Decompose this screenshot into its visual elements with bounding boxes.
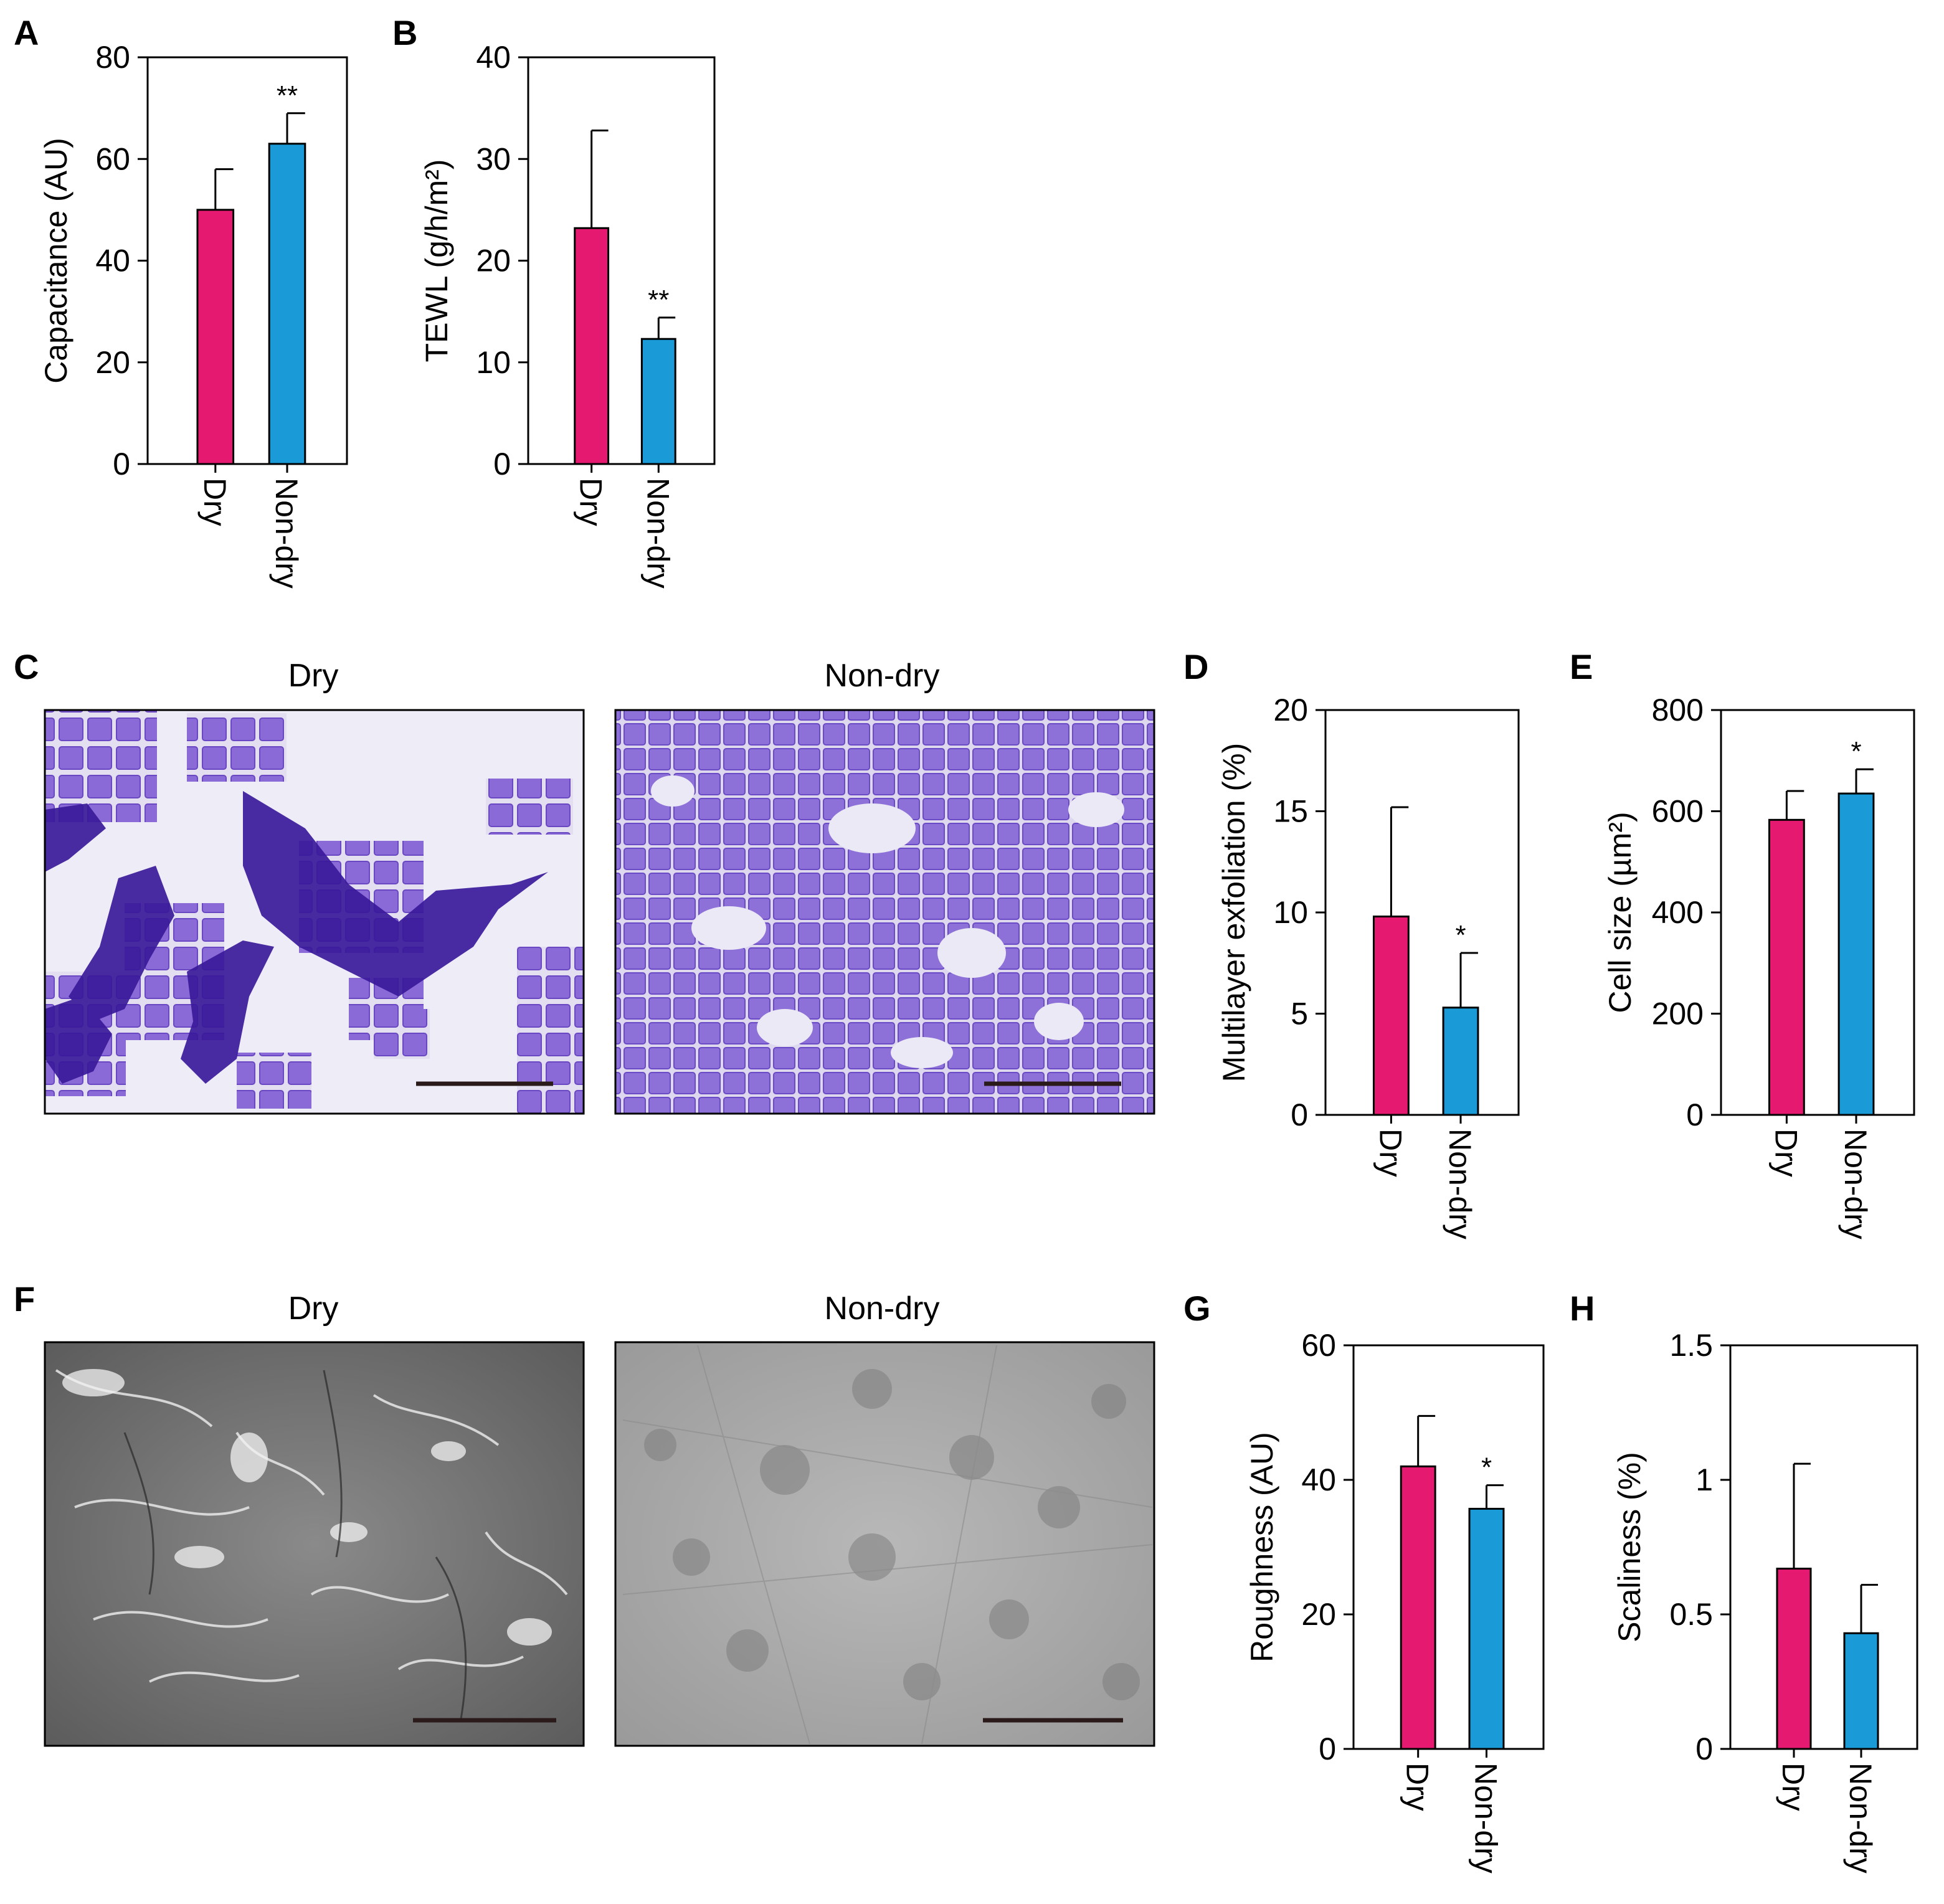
y-tick-label: 40 bbox=[476, 40, 511, 75]
bar-dry bbox=[196, 209, 235, 465]
y-tick-label: 40 bbox=[1301, 1462, 1336, 1497]
plot-frame bbox=[1352, 1344, 1545, 1750]
panel-letter-f: F bbox=[14, 1279, 35, 1319]
y-tick-label: 0.5 bbox=[1669, 1597, 1713, 1632]
x-category-label: Dry bbox=[1776, 1763, 1811, 1811]
image-title-f-non-dry: Non-dry bbox=[825, 1291, 940, 1327]
y-axis-label: Roughness (AU) bbox=[1245, 1432, 1279, 1662]
y-tick-label: 5 bbox=[1291, 997, 1308, 1031]
chart-capacitance: 0 20 40 60 80 Capacitance (AU) Dry ** Non-dry bbox=[39, 40, 348, 589]
significance-marker: * bbox=[1481, 1452, 1492, 1483]
y-tick-label: 40 bbox=[95, 244, 130, 278]
chart-tewl: 0 10 20 30 40 TEWL (g/h/m²) Dry ** Non-dry bbox=[419, 40, 716, 589]
x-category-label: Dry bbox=[1400, 1763, 1435, 1811]
y-tick-label: 200 bbox=[1652, 997, 1704, 1031]
x-category-label: Dry bbox=[574, 478, 609, 526]
x-category-label: Dry bbox=[1373, 1129, 1408, 1177]
y-tick-label: 20 bbox=[476, 244, 511, 278]
panel-letter-e: E bbox=[1570, 647, 1593, 686]
bar-non-dry bbox=[1442, 1006, 1479, 1116]
y-tick-label: 800 bbox=[1652, 693, 1704, 727]
significance-marker: * bbox=[1455, 920, 1466, 950]
y-tick-label: 15 bbox=[1273, 794, 1308, 829]
micrograph-f-non-dry bbox=[614, 1341, 1155, 1747]
plot-frame bbox=[1729, 1344, 1918, 1750]
chart-cell-size: 0 200 400 600 800 Cell size (µm²) Dry * Non-dry bbox=[1603, 693, 1915, 1239]
y-tick-label: 60 bbox=[1301, 1328, 1336, 1363]
y-tick-label: 0 bbox=[1319, 1731, 1336, 1766]
y-tick-label: 1.5 bbox=[1669, 1328, 1713, 1363]
y-tick-label: 0 bbox=[493, 447, 511, 481]
significance-marker: ** bbox=[648, 285, 669, 315]
y-tick-label: 400 bbox=[1652, 895, 1704, 930]
y-tick-label: 10 bbox=[476, 345, 511, 380]
panel-letter-d: D bbox=[1183, 647, 1208, 686]
plot-frame bbox=[146, 56, 348, 465]
image-title-c-dry: Dry bbox=[288, 658, 339, 694]
plot-frame bbox=[1720, 709, 1915, 1116]
panel-letter-h: H bbox=[1570, 1289, 1595, 1328]
panel-letter-c: C bbox=[14, 647, 39, 686]
x-category-label: Non-dry bbox=[1469, 1763, 1504, 1873]
micrograph-f-dry bbox=[44, 1341, 585, 1747]
bar-non-dry bbox=[1837, 792, 1875, 1116]
x-category-label: Non-dry bbox=[269, 478, 304, 589]
bar-dry bbox=[574, 227, 610, 465]
x-category-label: Non-dry bbox=[1843, 1763, 1878, 1873]
y-tick-label: 20 bbox=[95, 345, 130, 380]
plot-frame bbox=[1324, 709, 1520, 1116]
y-axis-label: Multilayer exfoliation (%) bbox=[1216, 743, 1251, 1082]
panel-letter-a: A bbox=[14, 13, 39, 52]
bar-dry bbox=[1400, 1465, 1436, 1750]
x-category-label: Dry bbox=[1768, 1129, 1803, 1177]
bar-non-dry bbox=[1843, 1632, 1879, 1750]
bar-non-dry bbox=[1468, 1507, 1505, 1750]
y-tick-label: 30 bbox=[476, 141, 511, 176]
image-title-c-non-dry: Non-dry bbox=[825, 658, 940, 694]
y-axis-label: TEWL (g/h/m²) bbox=[419, 159, 454, 362]
bar-dry bbox=[1373, 916, 1410, 1116]
chart-multilayer-exfoliation: 0 5 10 15 20 Multilayer exfoliation (%) Dry * No… bbox=[1216, 693, 1520, 1239]
y-tick-label: 60 bbox=[95, 141, 130, 176]
chart-scaliness: 0 0.5 1 1.5 Scaliness (%) Dry Non-dry bbox=[1612, 1328, 1918, 1873]
significance-marker: ** bbox=[277, 80, 298, 111]
y-tick-label: 0 bbox=[1695, 1731, 1713, 1766]
plot-frame bbox=[527, 56, 716, 465]
y-tick-label: 20 bbox=[1273, 693, 1308, 727]
x-category-label: Non-dry bbox=[640, 478, 675, 589]
y-tick-label: 80 bbox=[95, 40, 130, 75]
micrograph-c-dry bbox=[44, 709, 585, 1115]
micrograph-c-non-dry bbox=[614, 709, 1155, 1115]
panel-letter-b: B bbox=[392, 13, 417, 52]
bar-non-dry bbox=[640, 338, 676, 465]
significance-marker: * bbox=[1851, 736, 1861, 767]
bar-dry bbox=[1776, 1568, 1812, 1750]
y-tick-label: 10 bbox=[1273, 895, 1308, 930]
y-axis-label: Scaliness (%) bbox=[1612, 1452, 1647, 1642]
panel-letter-g: G bbox=[1183, 1289, 1211, 1328]
y-tick-label: 0 bbox=[113, 447, 130, 481]
y-tick-label: 600 bbox=[1652, 794, 1704, 829]
y-tick-label: 0 bbox=[1291, 1097, 1308, 1132]
bar-non-dry bbox=[268, 143, 306, 465]
y-tick-label: 1 bbox=[1695, 1462, 1713, 1497]
x-category-label: Non-dry bbox=[1443, 1129, 1477, 1239]
y-tick-label: 0 bbox=[1686, 1097, 1704, 1132]
x-category-label: Dry bbox=[197, 478, 232, 526]
y-tick-label: 20 bbox=[1301, 1597, 1336, 1632]
chart-roughness: 0 20 40 60 Roughness (AU) Dry * Non-dry bbox=[1245, 1328, 1545, 1873]
image-title-f-dry: Dry bbox=[288, 1291, 339, 1327]
y-axis-label: Capacitance (AU) bbox=[39, 138, 73, 384]
y-axis-label: Cell size (µm²) bbox=[1603, 812, 1638, 1013]
bar-dry bbox=[1768, 818, 1805, 1116]
x-category-label: Non-dry bbox=[1838, 1129, 1873, 1239]
